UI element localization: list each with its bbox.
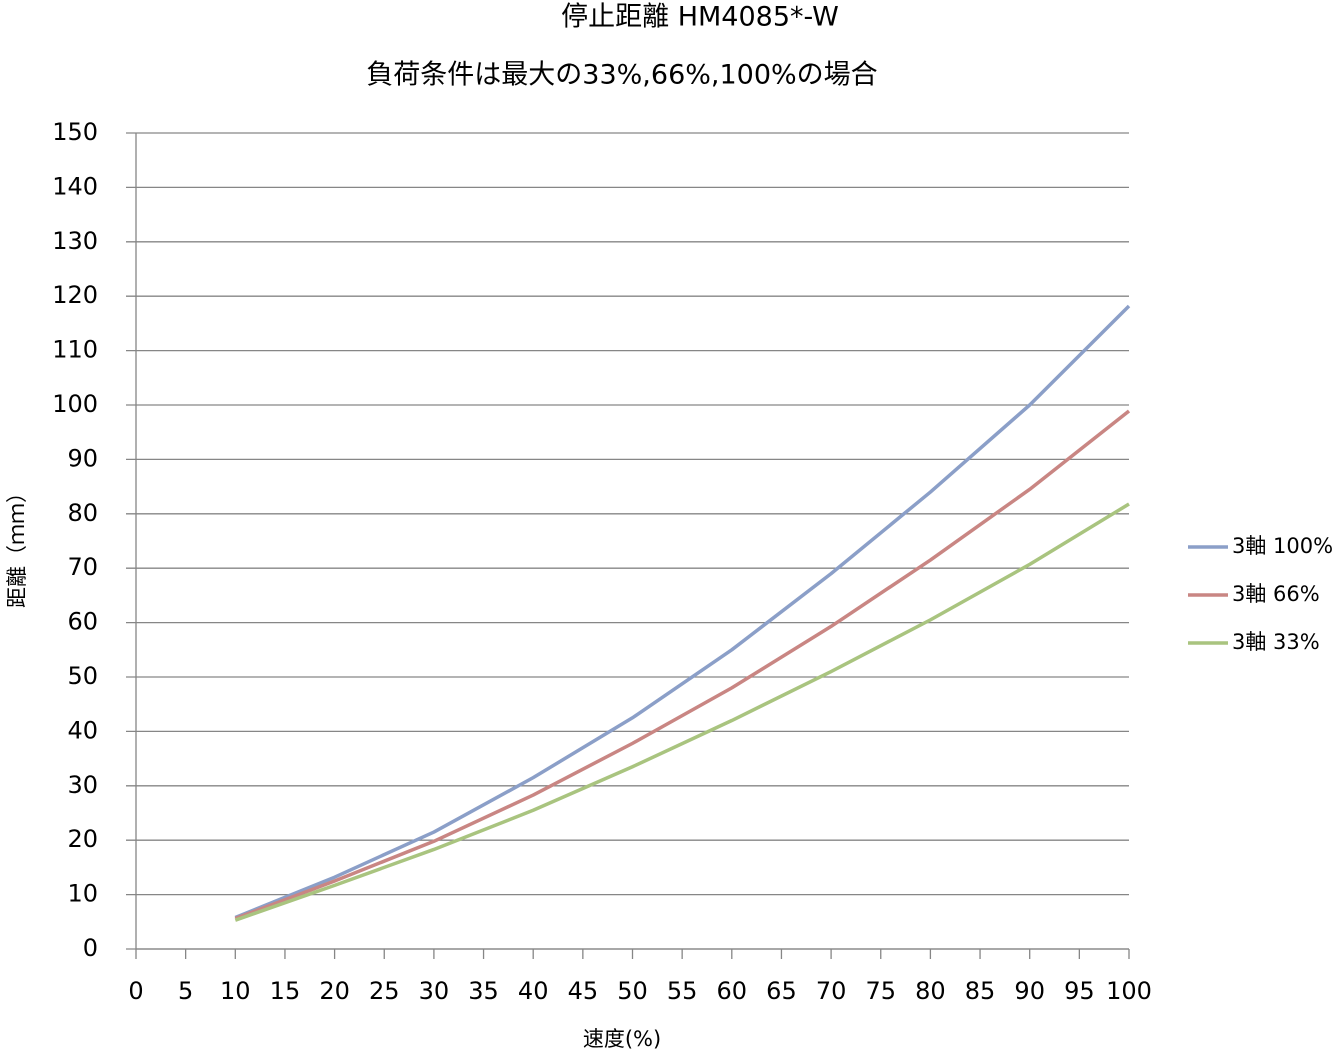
y-tick-label: 140 (52, 172, 98, 200)
y-tick-label: 100 (52, 390, 98, 418)
x-tick-label: 30 (419, 977, 450, 1005)
y-tick-label: 30 (67, 771, 98, 799)
x-tick-label: 20 (319, 977, 350, 1005)
legend-label: 3軸 100% (1232, 534, 1333, 558)
x-tick-label: 25 (369, 977, 400, 1005)
legend-label: 3軸 33% (1232, 630, 1320, 654)
x-tick-label: 0 (128, 977, 143, 1005)
x-tick-label: 50 (617, 977, 648, 1005)
x-tick-label: 85 (965, 977, 996, 1005)
data-line (234, 502, 1130, 922)
y-tick-label: 130 (52, 227, 98, 255)
y-tick-label: 110 (52, 336, 98, 364)
y-tick-label: 40 (67, 716, 98, 744)
x-tick-label: 80 (915, 977, 946, 1005)
x-tick-label: 15 (270, 977, 301, 1005)
x-axis-label: 速度(%) (583, 1027, 661, 1051)
x-tick-label: 90 (1014, 977, 1045, 1005)
y-tick-label: 80 (67, 499, 98, 527)
x-tick-label: 65 (766, 977, 797, 1005)
data-line (234, 304, 1131, 920)
x-tick-label: 5 (178, 977, 193, 1005)
y-tick-label: 90 (67, 444, 98, 472)
y-axis-label: 距離（ｍｍ） (5, 482, 29, 608)
y-tick-label: 20 (67, 825, 98, 853)
x-tick-label: 10 (220, 977, 251, 1005)
x-tick-label: 55 (667, 977, 698, 1005)
chart-title: 停止距離 HM4085*-W (561, 2, 839, 33)
y-tick-label: 10 (67, 880, 98, 908)
x-tick-label: 35 (468, 977, 499, 1005)
y-tick-label: 120 (52, 281, 98, 309)
data-line (234, 409, 1131, 921)
x-tick-label: 60 (717, 977, 748, 1005)
y-tick-label: 60 (67, 608, 98, 636)
x-tick-label: 70 (816, 977, 847, 1005)
y-tick-label: 50 (67, 662, 98, 690)
chart-subtitle: 負荷条件は最大の33%,66%,100%の場合 (366, 60, 877, 91)
y-tick-label: 150 (52, 118, 98, 146)
x-tick-label: 100 (1106, 977, 1152, 1005)
x-tick-label: 45 (568, 977, 599, 1005)
legend-label: 3軸 66% (1232, 582, 1320, 606)
y-tick-label: 70 (67, 553, 98, 581)
x-tick-label: 95 (1064, 977, 1095, 1005)
x-tick-label: 40 (518, 977, 549, 1005)
x-tick-label: 75 (865, 977, 896, 1005)
y-tick-label: 0 (83, 934, 98, 962)
